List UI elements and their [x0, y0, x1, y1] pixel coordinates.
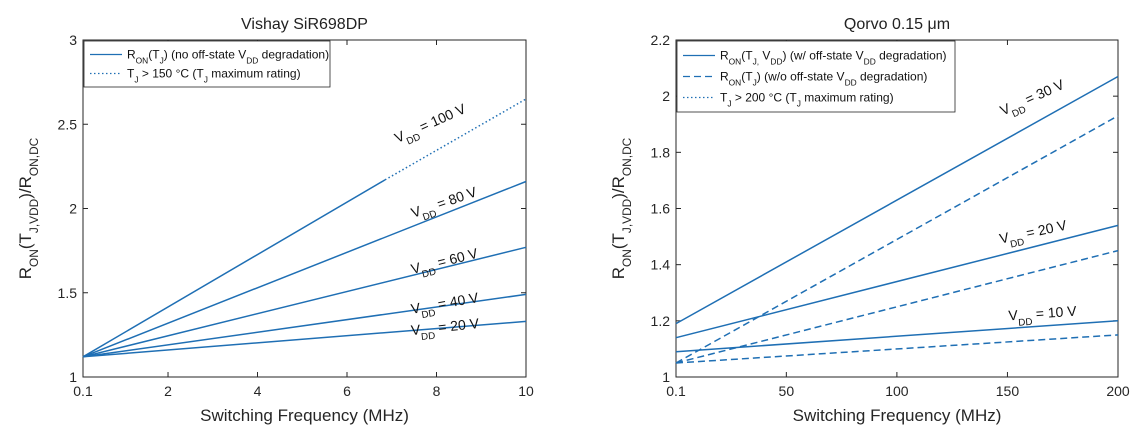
right-legend-box	[676, 40, 956, 113]
left-series-annotation-5: VDD = 20 V	[410, 315, 481, 344]
right-y-tick-label: 1.4	[651, 257, 671, 273]
left-legend-entry: RON(TJ) (no off-state VDD degradation)	[127, 48, 329, 66]
right-x-tick-label: 150	[996, 383, 1020, 399]
left-chart-title: Vishay SiR698DP	[241, 16, 368, 33]
right-series-line-5	[675, 320, 1119, 353]
left-legend-entry: TJ > 150 °C (TJ maximum rating)	[127, 67, 301, 85]
left-series-line-6	[82, 320, 527, 358]
right-y-tick-label: 1.6	[651, 201, 671, 217]
left-series-line-3	[82, 180, 527, 358]
left-y-tick-label: 1	[69, 369, 77, 385]
left-y-axis-label: RON(TJ,VDD)/RON,DC	[16, 137, 41, 279]
left-series-annotation-4: VDD = 40 V	[410, 289, 482, 322]
left-x-tick-label: 10	[518, 383, 534, 399]
left-series-annotation-1: VDD = 100 V	[392, 100, 471, 151]
right-x-tick-label: 100	[885, 383, 909, 399]
left-series-line-4	[82, 246, 527, 358]
left-y-tick-label: 1.5	[58, 285, 78, 301]
right-series-line-6	[675, 334, 1119, 364]
left-series-annotation-2: VDD = 80 V	[409, 183, 481, 226]
left-x-tick-label: 6	[343, 383, 351, 399]
right-x-tick-label: 200	[1106, 383, 1130, 399]
left-x-axis-label: Switching Frequency (MHz)	[200, 406, 409, 425]
right-legend-entry: RON(TJ, VDD) (w/ off-state VDD degradati…	[720, 49, 947, 67]
right-y-tick-label: 1.8	[651, 144, 671, 160]
left-x-tick-label: 8	[433, 383, 441, 399]
right-series-line-4	[675, 249, 1119, 364]
left-y-tick-label: 2	[69, 201, 77, 217]
right-y-tick-label: 2	[662, 88, 670, 104]
left-legend-box	[83, 40, 331, 88]
right-series-line-2	[675, 115, 1119, 364]
left-series-line-1	[82, 179, 386, 358]
right-series-line-3	[675, 224, 1119, 339]
left-chart: Vishay SiR698DP 0.1 2 4 6 8 10 1 1.5 2 2.5 3 Switchi…	[16, 16, 534, 425]
right-y-tick-label: 1	[662, 369, 670, 385]
right-x-axis-label: Switching Frequency (MHz)	[793, 406, 1002, 425]
left-series-annotation-3: VDD = 60 V	[409, 245, 481, 283]
right-x-tick-label: 0.1	[666, 383, 686, 399]
left-x-tick-label: 2	[164, 383, 172, 399]
right-chart: Qorvo 0.15 μm 0.1 50 100 150 200 1 1.2 1.4 1.6 1.8…	[609, 16, 1130, 425]
left-y-tick-label: 3	[69, 32, 77, 48]
left-x-tick-label: 4	[254, 383, 262, 399]
right-series-annotation-3: VDD = 10 V	[1008, 303, 1078, 329]
right-chart-title: Qorvo 0.15 μm	[844, 16, 950, 33]
left-y-tick-label: 2.5	[58, 116, 78, 132]
left-series-line-2	[384, 98, 527, 181]
right-legend-entry: TJ > 200 °C (TJ maximum rating)	[720, 91, 894, 109]
right-series-annotation-1: VDD = 30 V	[998, 76, 1070, 124]
left-x-tick-label: 0.1	[73, 383, 93, 399]
right-y-tick-label: 2.2	[651, 32, 671, 48]
right-legend-entry: RON(TJ) (w/o off-state VDD degradation)	[720, 70, 927, 88]
right-series-line-1	[675, 75, 1119, 325]
right-y-axis-label: RON(TJ,VDD)/RON,DC	[609, 137, 634, 279]
right-x-tick-label: 50	[779, 383, 795, 399]
left-series-line-5	[82, 293, 527, 358]
right-y-tick-label: 1.2	[651, 313, 671, 329]
